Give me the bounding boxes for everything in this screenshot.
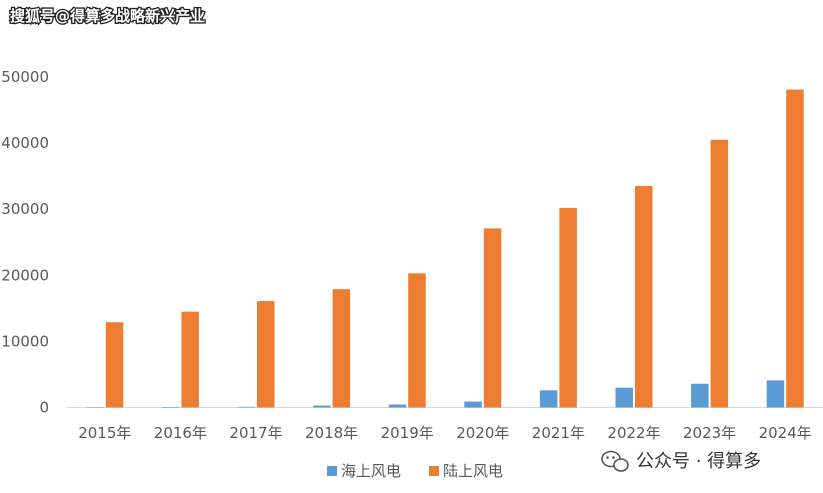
y-tick-label: 20000 [1, 266, 49, 284]
bar-offshore-9 [766, 380, 785, 408]
y-tick-label: 0 [39, 399, 49, 417]
bar-onshore-4 [408, 273, 426, 408]
legend-label: 海上风电 [341, 462, 401, 480]
x-tick-label: 2018年 [305, 424, 358, 442]
bar-onshore-0 [105, 322, 124, 408]
x-tick-label: 2022年 [607, 424, 660, 442]
bar-onshore-5 [483, 228, 502, 408]
bar-offshore-2 [237, 406, 255, 408]
bar-offshore-7 [615, 387, 633, 408]
bar-onshore-9 [786, 89, 804, 408]
bar-offshore-5 [464, 401, 482, 408]
x-tick-label: 2019年 [381, 424, 434, 442]
bar-offshore-1 [161, 406, 180, 408]
x-tick-label: 2015年 [78, 424, 131, 442]
watermark-bottom: 公众号 · 得算多 [636, 451, 761, 472]
wechat-logo-icon [601, 450, 629, 472]
bar-onshore-1 [181, 311, 199, 408]
bar-onshore-8 [710, 139, 729, 408]
legend: 海上风电 陆上风电 [327, 462, 503, 480]
legend-swatch [327, 466, 337, 476]
bar-offshore-4 [388, 404, 407, 408]
y-tick-label: 10000 [1, 332, 49, 350]
y-tick-label: 40000 [1, 134, 49, 152]
bar-onshore-3 [332, 289, 351, 408]
bar-offshore-8 [691, 383, 709, 408]
x-tick-label: 2017年 [229, 424, 282, 442]
x-tick-label: 2016年 [154, 424, 207, 442]
legend-label: 陆上风电 [443, 462, 503, 480]
legend-swatch [429, 466, 439, 476]
bar-offshore-3 [313, 405, 331, 408]
bar-onshore-6 [559, 207, 577, 408]
bar-onshore-7 [635, 186, 653, 408]
bar-onshore-2 [257, 301, 275, 408]
x-tick-label: 2021年 [532, 424, 585, 442]
bar-offshore-6 [539, 390, 558, 408]
y-tick-label: 50000 [1, 68, 49, 86]
x-tick-label: 2024年 [759, 424, 812, 442]
x-tick-labels: 2015年 2016年 2017年 2018年 2019年 2020年 2021年 2022年… [78, 424, 812, 442]
x-tick-label: 2020年 [456, 424, 509, 442]
watermark-top: 搜狐号@得算多战略新兴产业 [10, 7, 205, 25]
x-tick-label: 2023年 [683, 424, 736, 442]
y-tick-label: 30000 [1, 200, 49, 218]
bars [86, 89, 804, 408]
y-tick-labels: 0 10000 20000 30000 40000 50000 [1, 68, 49, 417]
